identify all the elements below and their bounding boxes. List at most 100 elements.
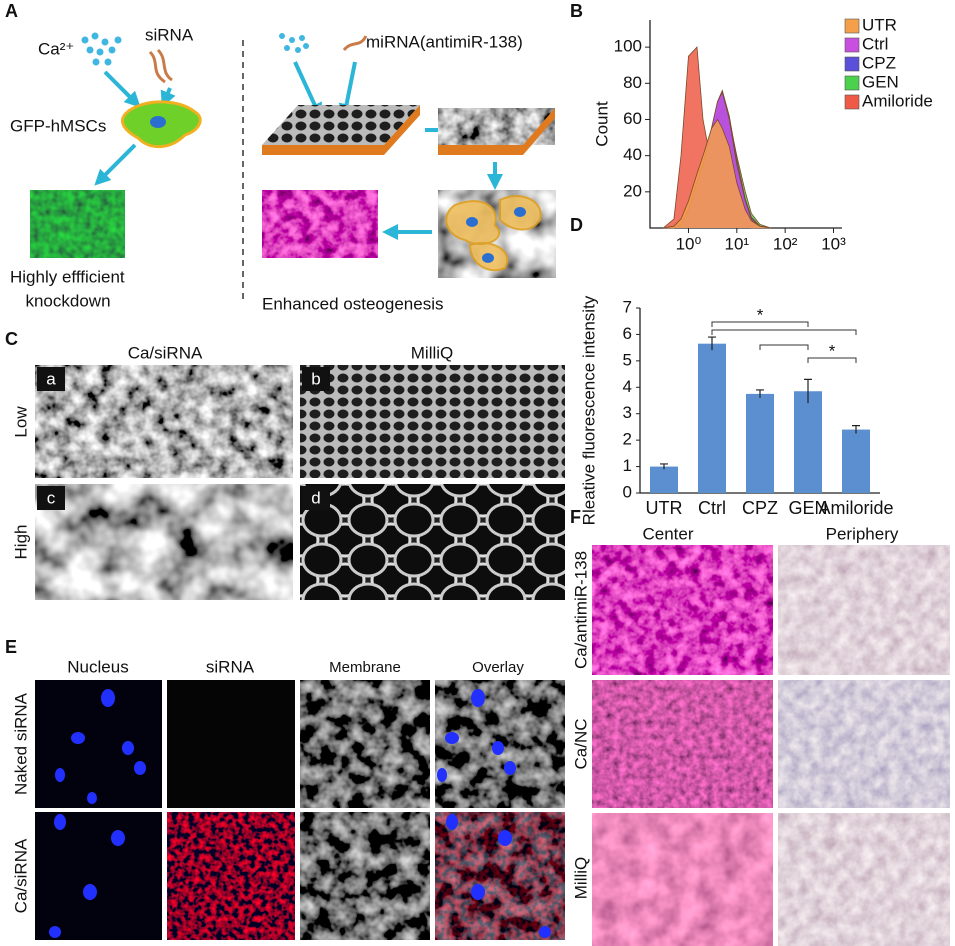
- arrow: [94, 143, 137, 186]
- row-label: Ca/NC: [571, 718, 590, 769]
- bar: [794, 391, 822, 493]
- micrograph: [35, 812, 162, 940]
- mirna-label: miRNA(antimiR-138): [366, 32, 523, 51]
- x-tick-label: 10¹: [725, 234, 750, 253]
- legend-swatch: [844, 18, 860, 34]
- legend-label: UTR: [862, 15, 897, 34]
- y-tick-label: 5: [623, 350, 632, 369]
- y-tick-label: 2: [623, 430, 632, 449]
- y-tick-label: 60: [623, 109, 642, 128]
- ion-dots: [279, 33, 309, 53]
- panel-letter: C: [5, 329, 18, 349]
- significance-bracket: [807, 357, 857, 363]
- error-bar: [660, 463, 668, 470]
- result-right: Enhanced osteogenesis: [262, 294, 443, 313]
- x-tick-label: GEN: [788, 498, 827, 518]
- column-label: Center: [642, 524, 693, 543]
- y-tick-label: 7: [623, 297, 632, 316]
- y-axis-label: Rleative fluorescence intensity: [579, 295, 598, 525]
- image-label: d: [311, 488, 320, 507]
- green-image: [30, 190, 125, 258]
- axis: [649, 20, 842, 229]
- arrow: [338, 61, 357, 120]
- micrograph: [167, 812, 295, 940]
- significance-bracket: [759, 344, 809, 350]
- ion-dots: [81, 32, 122, 66]
- legend-label: Ctrl: [862, 34, 888, 53]
- y-tick-label: 6: [623, 324, 632, 343]
- sirna-label: siRNA: [145, 25, 194, 44]
- row-label: Low: [11, 406, 30, 438]
- micrograph: [300, 680, 430, 808]
- nucleus: [150, 116, 166, 128]
- significance-star: *: [757, 305, 764, 324]
- column-label: Membrane: [329, 659, 401, 676]
- result-left: knockdown: [25, 291, 110, 310]
- legend-label: CPZ: [862, 53, 896, 72]
- sem-image: [300, 484, 565, 600]
- stain-image: [592, 813, 773, 946]
- micrograph: [35, 680, 162, 808]
- panel-c: C Ca/siRNA MilliQ Low High a b c d: [5, 329, 565, 600]
- result-left: Highly effficient: [10, 267, 125, 286]
- bar: [650, 466, 678, 493]
- nuclei: [49, 689, 551, 938]
- arrow: [160, 87, 176, 108]
- error-bar: [804, 378, 812, 404]
- stain-image: [778, 813, 950, 946]
- y-tick-label: 40: [623, 145, 642, 164]
- column-label: Nucleus: [67, 657, 128, 676]
- y-axis-label: Count: [592, 101, 611, 147]
- micrograph: [167, 680, 295, 808]
- panel-e: E Nucleus siRNA Membrane Overlay Naked s…: [5, 637, 565, 940]
- sem-image: [35, 365, 293, 478]
- magenta-image: [262, 190, 378, 258]
- legend-label: Amiloride: [862, 91, 933, 110]
- legend-swatch: [844, 56, 860, 72]
- sem-image: [35, 484, 293, 600]
- y-tick-label: 20: [623, 181, 642, 200]
- y-tick-label: 80: [623, 73, 642, 92]
- bar: [842, 429, 870, 493]
- row-label: Ca/siRNA: [11, 838, 30, 913]
- legend-swatch: [844, 75, 860, 91]
- row-label: High: [11, 525, 30, 560]
- legend-swatch: [844, 37, 860, 53]
- legend-swatch: [844, 94, 860, 110]
- x-tick-label: CPZ: [742, 498, 778, 518]
- y-tick-label: 1: [623, 456, 632, 475]
- row-label: MilliQ: [571, 857, 590, 900]
- panel-a: A Ca²⁺ siRNA GFP-hMSCs Highly effficient…: [5, 1, 556, 313]
- plate-top: [262, 105, 420, 145]
- x-tick-label: Amiloride: [818, 498, 893, 518]
- legend-label: GEN: [862, 72, 899, 91]
- x-tick-label: 10³: [821, 234, 846, 253]
- significance-bracket: [711, 321, 809, 327]
- column-label: Ca/siRNA: [128, 343, 203, 362]
- significance-star: *: [829, 341, 836, 360]
- micrograph: [300, 812, 430, 940]
- row-label: Ca/antimiR-138: [571, 551, 590, 669]
- panel-f: F Center Periphery Ca/antimiR-138 Ca/NC …: [570, 507, 950, 946]
- panel-letter: E: [5, 637, 17, 657]
- row-label: Naked siRNA: [11, 692, 30, 795]
- error-bar: [852, 425, 860, 434]
- bar: [746, 393, 774, 493]
- error-bar: [708, 336, 716, 351]
- x-tick-label: Ctrl: [698, 498, 726, 518]
- stain-image: [778, 680, 950, 808]
- x-tick-label: 10⁰: [676, 234, 702, 253]
- y-tick-label: 4: [623, 377, 632, 396]
- column-label: Periphery: [826, 524, 899, 543]
- plate-side: [438, 108, 555, 155]
- micrograph: [435, 812, 565, 940]
- sem-image: [300, 365, 565, 478]
- bar: [698, 343, 726, 493]
- y-tick-label: 3: [623, 403, 632, 422]
- panel-letter: F: [570, 507, 581, 527]
- image-label: b: [311, 369, 320, 388]
- panel-letter: A: [5, 1, 18, 21]
- cell-label: GFP-hMSCs: [10, 116, 106, 135]
- plate-side: [262, 105, 420, 155]
